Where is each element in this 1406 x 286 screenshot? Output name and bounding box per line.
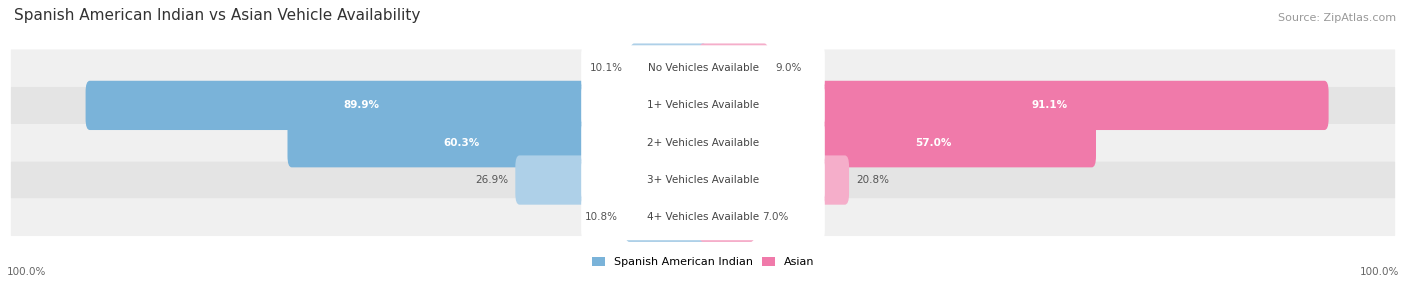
Text: 91.1%: 91.1% bbox=[1031, 100, 1067, 110]
FancyBboxPatch shape bbox=[11, 124, 1395, 161]
FancyBboxPatch shape bbox=[699, 118, 1097, 167]
FancyBboxPatch shape bbox=[699, 155, 849, 205]
FancyBboxPatch shape bbox=[581, 194, 825, 240]
FancyBboxPatch shape bbox=[626, 193, 707, 242]
FancyBboxPatch shape bbox=[581, 157, 825, 203]
Text: 10.1%: 10.1% bbox=[591, 63, 623, 73]
Text: Spanish American Indian vs Asian Vehicle Availability: Spanish American Indian vs Asian Vehicle… bbox=[14, 7, 420, 23]
Text: 2+ Vehicles Available: 2+ Vehicles Available bbox=[647, 138, 759, 148]
Legend: Spanish American Indian, Asian: Spanish American Indian, Asian bbox=[588, 252, 818, 271]
Text: 20.8%: 20.8% bbox=[856, 175, 889, 185]
FancyBboxPatch shape bbox=[630, 43, 707, 93]
FancyBboxPatch shape bbox=[699, 43, 769, 93]
Text: 100.0%: 100.0% bbox=[7, 267, 46, 277]
FancyBboxPatch shape bbox=[516, 155, 707, 205]
Text: 3+ Vehicles Available: 3+ Vehicles Available bbox=[647, 175, 759, 185]
FancyBboxPatch shape bbox=[11, 199, 1395, 236]
Text: 4+ Vehicles Available: 4+ Vehicles Available bbox=[647, 212, 759, 222]
Text: 9.0%: 9.0% bbox=[776, 63, 801, 73]
FancyBboxPatch shape bbox=[581, 120, 825, 166]
FancyBboxPatch shape bbox=[581, 83, 825, 128]
Text: No Vehicles Available: No Vehicles Available bbox=[648, 63, 758, 73]
FancyBboxPatch shape bbox=[581, 45, 825, 91]
Text: 57.0%: 57.0% bbox=[915, 138, 950, 148]
FancyBboxPatch shape bbox=[699, 193, 755, 242]
Text: 26.9%: 26.9% bbox=[475, 175, 509, 185]
FancyBboxPatch shape bbox=[11, 87, 1395, 124]
Text: 60.3%: 60.3% bbox=[444, 138, 479, 148]
FancyBboxPatch shape bbox=[86, 81, 707, 130]
Text: 7.0%: 7.0% bbox=[762, 212, 789, 222]
FancyBboxPatch shape bbox=[11, 161, 1395, 199]
FancyBboxPatch shape bbox=[287, 118, 707, 167]
Text: Source: ZipAtlas.com: Source: ZipAtlas.com bbox=[1278, 13, 1396, 23]
Text: 100.0%: 100.0% bbox=[1360, 267, 1399, 277]
FancyBboxPatch shape bbox=[699, 81, 1329, 130]
Text: 1+ Vehicles Available: 1+ Vehicles Available bbox=[647, 100, 759, 110]
Text: 10.8%: 10.8% bbox=[585, 212, 619, 222]
FancyBboxPatch shape bbox=[11, 49, 1395, 87]
Text: 89.9%: 89.9% bbox=[343, 100, 378, 110]
